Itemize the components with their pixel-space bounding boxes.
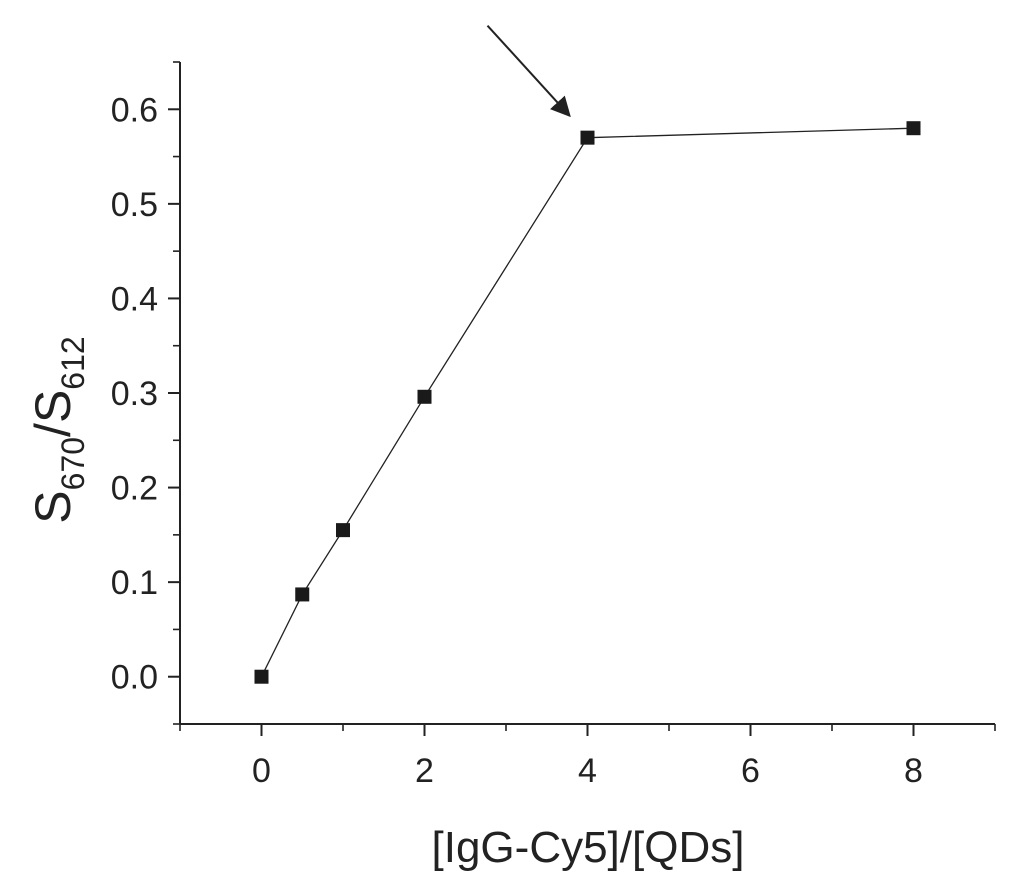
- y-tick-label: 0.3: [111, 375, 158, 413]
- data-point: [417, 389, 432, 404]
- series-line-path: [260, 127, 914, 677]
- x-tick-label: 0: [252, 752, 271, 790]
- y-axis-title-base1: S: [25, 490, 81, 523]
- y-axis-title-sub1: 670: [55, 437, 91, 490]
- x-tick-label: 4: [578, 752, 597, 790]
- x-tick-label: 2: [415, 752, 434, 790]
- ticks: 0.0 0.1 0.2 0.3 0.4 0.5 0.6 0 2 4 6 8: [111, 61, 996, 790]
- x-axis-title: [IgG-Cy5]/[QDs]: [432, 823, 745, 872]
- data-point: [295, 587, 310, 602]
- y-tick-label: 0.5: [111, 186, 158, 224]
- y-axis-title-sub2: 612: [55, 336, 91, 389]
- data-point: [906, 121, 921, 136]
- y-tick-label: 0.2: [111, 470, 158, 508]
- y-tick-label: 0.0: [111, 659, 158, 697]
- annotation: [486, 24, 571, 118]
- x-tick-label: 8: [904, 752, 923, 790]
- annotation-arrow: [486, 24, 571, 118]
- data-markers: [254, 121, 921, 684]
- y-axis-title: S670/S612: [25, 336, 91, 523]
- series-line: [260, 127, 914, 677]
- data-point: [580, 130, 595, 145]
- x-tick-label: 6: [741, 752, 760, 790]
- y-tick-label: 0.4: [111, 280, 158, 318]
- y-tick-label: 0.1: [111, 564, 158, 602]
- y-axis-title-sep: /S: [25, 390, 81, 437]
- y-tick-label: 0.6: [111, 91, 158, 129]
- data-point: [254, 669, 269, 684]
- axes: [179, 62, 995, 725]
- data-point: [336, 523, 350, 538]
